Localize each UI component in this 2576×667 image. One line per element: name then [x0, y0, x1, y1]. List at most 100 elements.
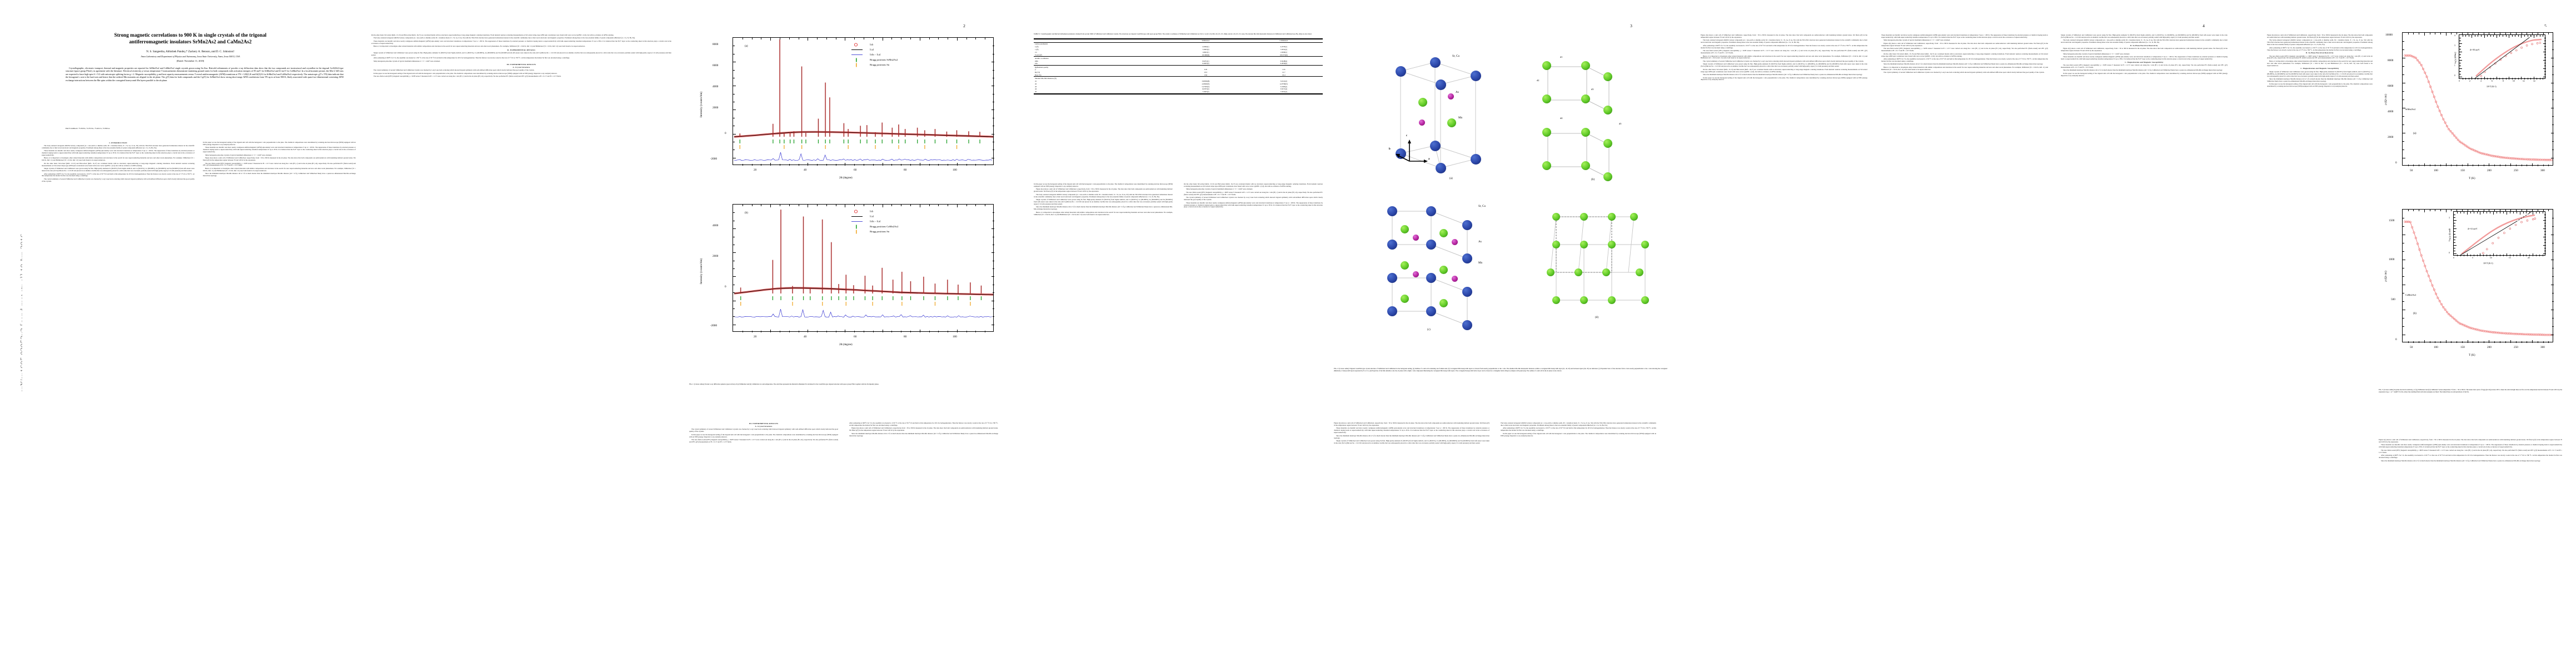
axis-tick: [2544, 71, 2546, 72]
axis-tick: [2403, 251, 2404, 252]
atom-mn: [1542, 161, 1551, 170]
axis-tick: [2490, 78, 2491, 79]
paragraph: The zero-field-cooled (ZFC) magnetic sus…: [1184, 192, 1323, 196]
axis-tick: [2539, 212, 2540, 213]
axis-tick: [733, 228, 736, 229]
atom-sr-ca: [1436, 163, 1446, 173]
xtick-label: 300: [2540, 346, 2545, 349]
iob-marker-icon: [850, 210, 869, 213]
atom-mn: [1641, 241, 1649, 248]
figure-2-caption: FIG. 2: (Colour online) Trigonal CaAl2Si…: [1334, 368, 1667, 372]
axis-tick: [2493, 253, 2494, 256]
axis-tick: [993, 308, 994, 309]
paragraph: After preheating at 600°C for 5 h, the a…: [42, 173, 195, 178]
inset-xtick: 0: [2459, 80, 2460, 82]
axis-tick: [2552, 141, 2554, 142]
axis-tick: [2544, 231, 2546, 232]
pacs-numbers: PACS numbers: 75.50.Ee, 74.70.Xa, 75.40.…: [66, 127, 343, 130]
axis-tick: [2481, 35, 2482, 37]
axis-tick: [2440, 165, 2441, 166]
distance-label: d4: [1560, 117, 1562, 120]
paragraph: In this paper we use the hexagonal setti…: [1501, 433, 1656, 437]
atom-as: [1413, 271, 1419, 277]
paragraph: The body-centered tetragonal AM2X2 terna…: [1701, 39, 1867, 44]
paragraph: These materials are metallic and show ne…: [42, 150, 195, 157]
paragraph: Single crystals of SrMn2As2 and CaMn2As2…: [1701, 63, 1867, 68]
axis-tick: [910, 205, 911, 206]
axis-tick: [2516, 341, 2517, 343]
axis-tick: [752, 164, 753, 166]
page-2: 2 On the other hand, SrCo2As2 (Refs. 13-…: [367, 0, 1012, 667]
atom-sr-ca: [1387, 240, 1397, 250]
ytick-label: 500: [2391, 298, 2395, 301]
axis-tick: [2543, 68, 2546, 69]
axis-tick: [2424, 340, 2425, 343]
axis-tick: [2408, 341, 2409, 343]
atom-label-sr-ca: Sr, Ca: [1452, 54, 1459, 58]
xtick-label: 150: [2460, 346, 2465, 349]
paragraph: The body-centered tetragonal AM2X2 terna…: [1034, 194, 1173, 198]
axis-tick: [2532, 163, 2533, 166]
atom-sr-ca: [1396, 66, 1406, 77]
axis-tick: [2493, 212, 2494, 215]
axis-tick: [2544, 57, 2546, 58]
axis-tick: [789, 331, 790, 332]
xtick-label: 150: [2460, 169, 2465, 172]
atom-mn: [1603, 106, 1612, 115]
crystal-panel-d: (d): [1539, 195, 1667, 339]
axis-label-y-b: Intensity (counts/bin): [700, 238, 703, 305]
paragraph: These materials are metallic and show ne…: [1334, 427, 1489, 434]
page4-column-left: Figure 2(a) shows a unit cell of SrMn2As…: [1701, 34, 1867, 82]
page3-column-r2: The body-centered tetragonal AM2X2 terna…: [1501, 422, 1656, 438]
paragraph: Single crystals of SrMn2As2 and CaMn2As2…: [1034, 199, 1173, 206]
axis-tick: [733, 134, 736, 135]
paragraph: Since the minimum interlayer Mn-Mn dista…: [1334, 435, 1489, 440]
axis-tick: [826, 205, 827, 206]
axis-tick: [2454, 228, 2457, 229]
bragg-orange-icon: [850, 230, 869, 234]
page2-column-left: On the other hand, SrCo2As2 (Refs. 13-15…: [371, 34, 671, 79]
axis-tick: [2512, 78, 2513, 79]
legend-row: Iob: [850, 210, 873, 213]
axis-tick: [2477, 255, 2478, 256]
inset-xtick: 8: [2503, 80, 2504, 82]
inset-xtick: 6: [2492, 80, 2493, 82]
legend-label: Iobs – Ical: [870, 220, 880, 223]
paragraph: Since the minimum interlayer Mn-Mn dista…: [203, 173, 356, 177]
inset-ytick: 3: [2454, 44, 2455, 47]
paragraph: The body-centered tetragonal AM2X2 terna…: [371, 37, 671, 39]
axis-tick: [873, 205, 874, 206]
axis-tick: [733, 252, 736, 253]
title-line-1: Strong magnetic correlations to 900 K in…: [114, 32, 267, 38]
ytick-label: 4000: [712, 85, 718, 88]
ytick-label: 0: [2395, 161, 2397, 165]
bragg-green-icon: [850, 225, 869, 229]
page4-column-mid: These materials are metallic and show ne…: [1881, 34, 2048, 75]
atom-mn: [1401, 225, 1409, 233]
paragraph: These materials are metallic and show ne…: [203, 147, 356, 153]
axis-label-y-a: Intensity (counts/bin): [700, 71, 703, 138]
axis-tick: [2465, 35, 2466, 37]
inset-ytick: 1: [2454, 64, 2455, 67]
panel-tag-crystal-c: (c): [1427, 328, 1431, 331]
axis-tick: [2505, 165, 2506, 166]
axis-tick: [910, 164, 911, 166]
axis-tick: [2408, 33, 2409, 34]
ytick-label: 0: [2395, 338, 2397, 341]
paragraph: Shiny hexagonal-plate-like crystals of t…: [2061, 53, 2228, 56]
ytick-label: 8000: [712, 43, 718, 46]
section-heading-results-2: III. EXPERIMENTAL RESULTS: [689, 422, 838, 425]
axis-tick: [2524, 35, 2525, 37]
paragraph: Figure 2(a) shows a unit cell of SrMn2As…: [2267, 34, 2373, 39]
axis-tick: [2548, 210, 2549, 211]
axis-tick: [2499, 35, 2500, 37]
xtick-label: 100: [2434, 346, 2438, 349]
atom-mn: [1608, 296, 1616, 304]
axis-tick: [2460, 212, 2461, 213]
axis-tick: [733, 292, 735, 293]
axis-tick: [817, 205, 818, 206]
axis-tick: [2518, 35, 2519, 37]
axis-tick: [993, 316, 994, 317]
material-label-b: CaMn2As2: [2405, 293, 2416, 296]
axis-tick: [2459, 43, 2462, 44]
